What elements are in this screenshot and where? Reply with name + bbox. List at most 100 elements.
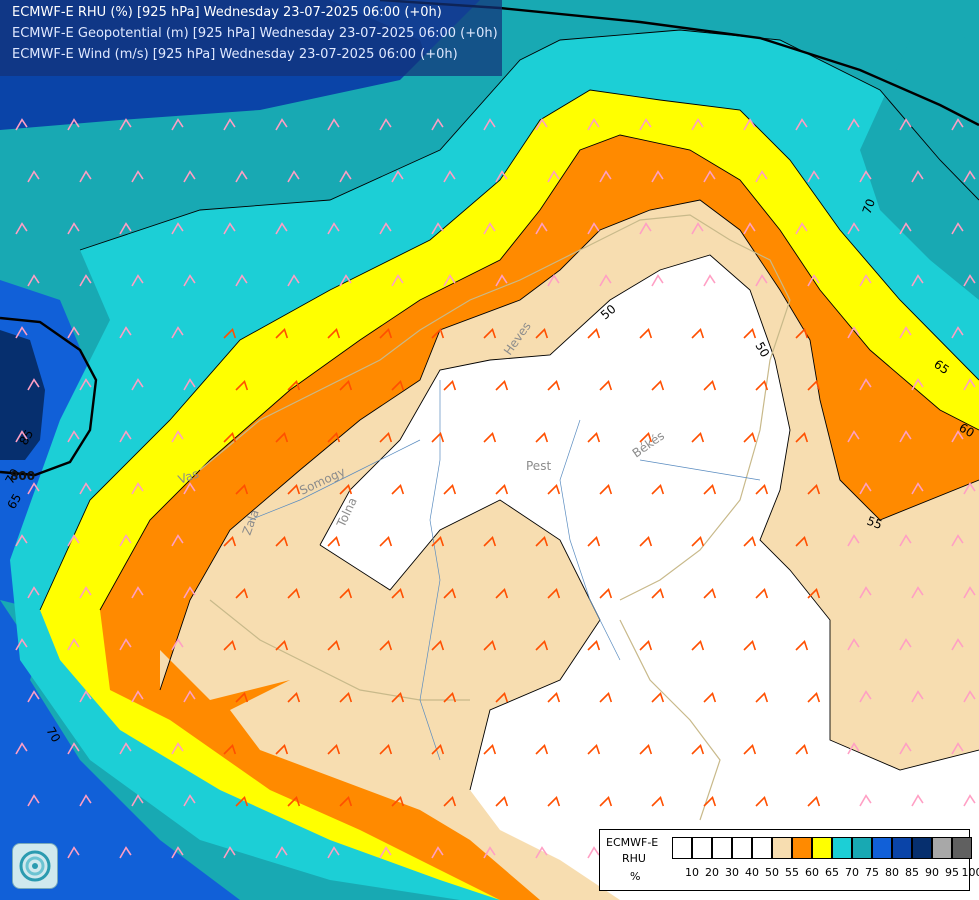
wind-barb — [119, 638, 132, 651]
wind-barb — [275, 744, 289, 755]
wind-barb — [847, 326, 860, 339]
wind-barb — [235, 796, 249, 807]
legend-swatch — [832, 837, 852, 859]
wind-barb — [171, 430, 184, 443]
wind-barb — [15, 326, 28, 339]
wind-barb — [691, 536, 705, 547]
wind-barb — [963, 690, 976, 703]
wind-barb — [131, 482, 144, 495]
wind-barb — [651, 170, 664, 183]
wind-barb — [807, 692, 821, 703]
wind-barb — [651, 588, 665, 599]
wind-barb — [287, 796, 301, 807]
wind-barb — [587, 744, 601, 755]
wind-barb — [235, 692, 249, 703]
wind-barb — [443, 170, 456, 183]
wind-barb — [15, 222, 28, 235]
legend-swatch — [732, 837, 752, 859]
wind-barb — [15, 534, 28, 547]
wind-barb — [743, 222, 756, 235]
wind-barb — [339, 588, 353, 599]
wind-barb — [691, 328, 705, 339]
legend-tick-label: 75 — [865, 866, 879, 879]
wind-barb — [599, 380, 613, 391]
wind-barb — [587, 328, 601, 339]
wind-barb — [131, 378, 144, 391]
legend-tick-label: 80 — [885, 866, 899, 879]
legend-swatch — [792, 837, 812, 859]
wind-barb — [131, 690, 144, 703]
wind-barb — [431, 846, 444, 859]
wind-barb — [183, 482, 196, 495]
wind-barb — [379, 432, 393, 443]
legend-tick-label: 20 — [705, 866, 719, 879]
wind-barb — [599, 796, 613, 807]
wind-barb — [431, 222, 444, 235]
wind-barb — [587, 118, 600, 131]
contour-label-50-b: 50 — [752, 340, 772, 360]
contour-label-70-c: 70 — [2, 466, 22, 486]
wind-barb — [587, 640, 601, 651]
wind-barb — [483, 432, 497, 443]
wind-barb — [391, 274, 404, 287]
wind-barb — [535, 744, 549, 755]
wind-barb — [235, 484, 249, 495]
wind-barb — [587, 846, 600, 859]
wind-barb — [67, 222, 80, 235]
wind-barb — [495, 484, 509, 495]
wind-barb — [587, 536, 601, 547]
wind-barb — [431, 536, 445, 547]
contour-label-55: 55 — [865, 514, 884, 532]
wind-barb — [15, 430, 28, 443]
rhu-85-90-pocket — [0, 330, 45, 460]
wind-barb — [171, 534, 184, 547]
wind-barb — [379, 846, 392, 859]
wind-barb — [15, 742, 28, 755]
wind-barb — [443, 274, 456, 287]
wind-barb — [391, 796, 405, 807]
wind-barb — [743, 328, 757, 339]
legend-swatch — [912, 837, 932, 859]
color-legend: ECMWF-E RHU % 10 20 30 40 50 55 60 65 70 75 80 85 90… — [599, 829, 979, 891]
title-geopotential: ECMWF-E Geopotential (m) [925 hPa] Wedne… — [12, 26, 498, 41]
wind-barb — [275, 846, 288, 859]
wind-barb — [119, 846, 132, 859]
wind-barb — [911, 794, 924, 807]
wind-barb — [223, 118, 236, 131]
wind-barb — [79, 482, 92, 495]
wind-barb — [79, 586, 92, 599]
wind-barb — [223, 536, 237, 547]
wind-barb — [15, 118, 28, 131]
wind-barb — [691, 432, 705, 443]
legend-tick-label: 70 — [845, 866, 859, 879]
wind-barb — [951, 118, 964, 131]
wind-barb — [911, 170, 924, 183]
wind-barb — [963, 482, 976, 495]
wind-barb — [67, 846, 80, 859]
wind-barb — [495, 274, 508, 287]
wind-barb — [807, 380, 821, 391]
wind-barb — [755, 484, 769, 495]
wind-barb — [287, 692, 301, 703]
wind-barb — [79, 794, 92, 807]
wind-barb — [703, 170, 716, 183]
wind-barb — [859, 170, 872, 183]
legend-swatch — [892, 837, 912, 859]
wind-barb — [535, 536, 549, 547]
wind-barb — [651, 484, 665, 495]
wind-barb — [235, 170, 248, 183]
wind-barb — [547, 588, 561, 599]
wind-barb — [859, 794, 872, 807]
geopotential-label-800: 800 — [10, 469, 35, 483]
wind-barb — [443, 588, 457, 599]
wind-barb — [795, 640, 809, 651]
wind-barb — [639, 640, 653, 651]
wind-barb — [587, 432, 601, 443]
legend-tick-label: 40 — [745, 866, 759, 879]
wind-barb — [639, 118, 652, 131]
wind-barb — [859, 378, 872, 391]
wind-barb — [223, 432, 237, 443]
wind-barb — [339, 274, 352, 287]
wind-barb — [131, 586, 144, 599]
wind-barb — [183, 274, 196, 287]
